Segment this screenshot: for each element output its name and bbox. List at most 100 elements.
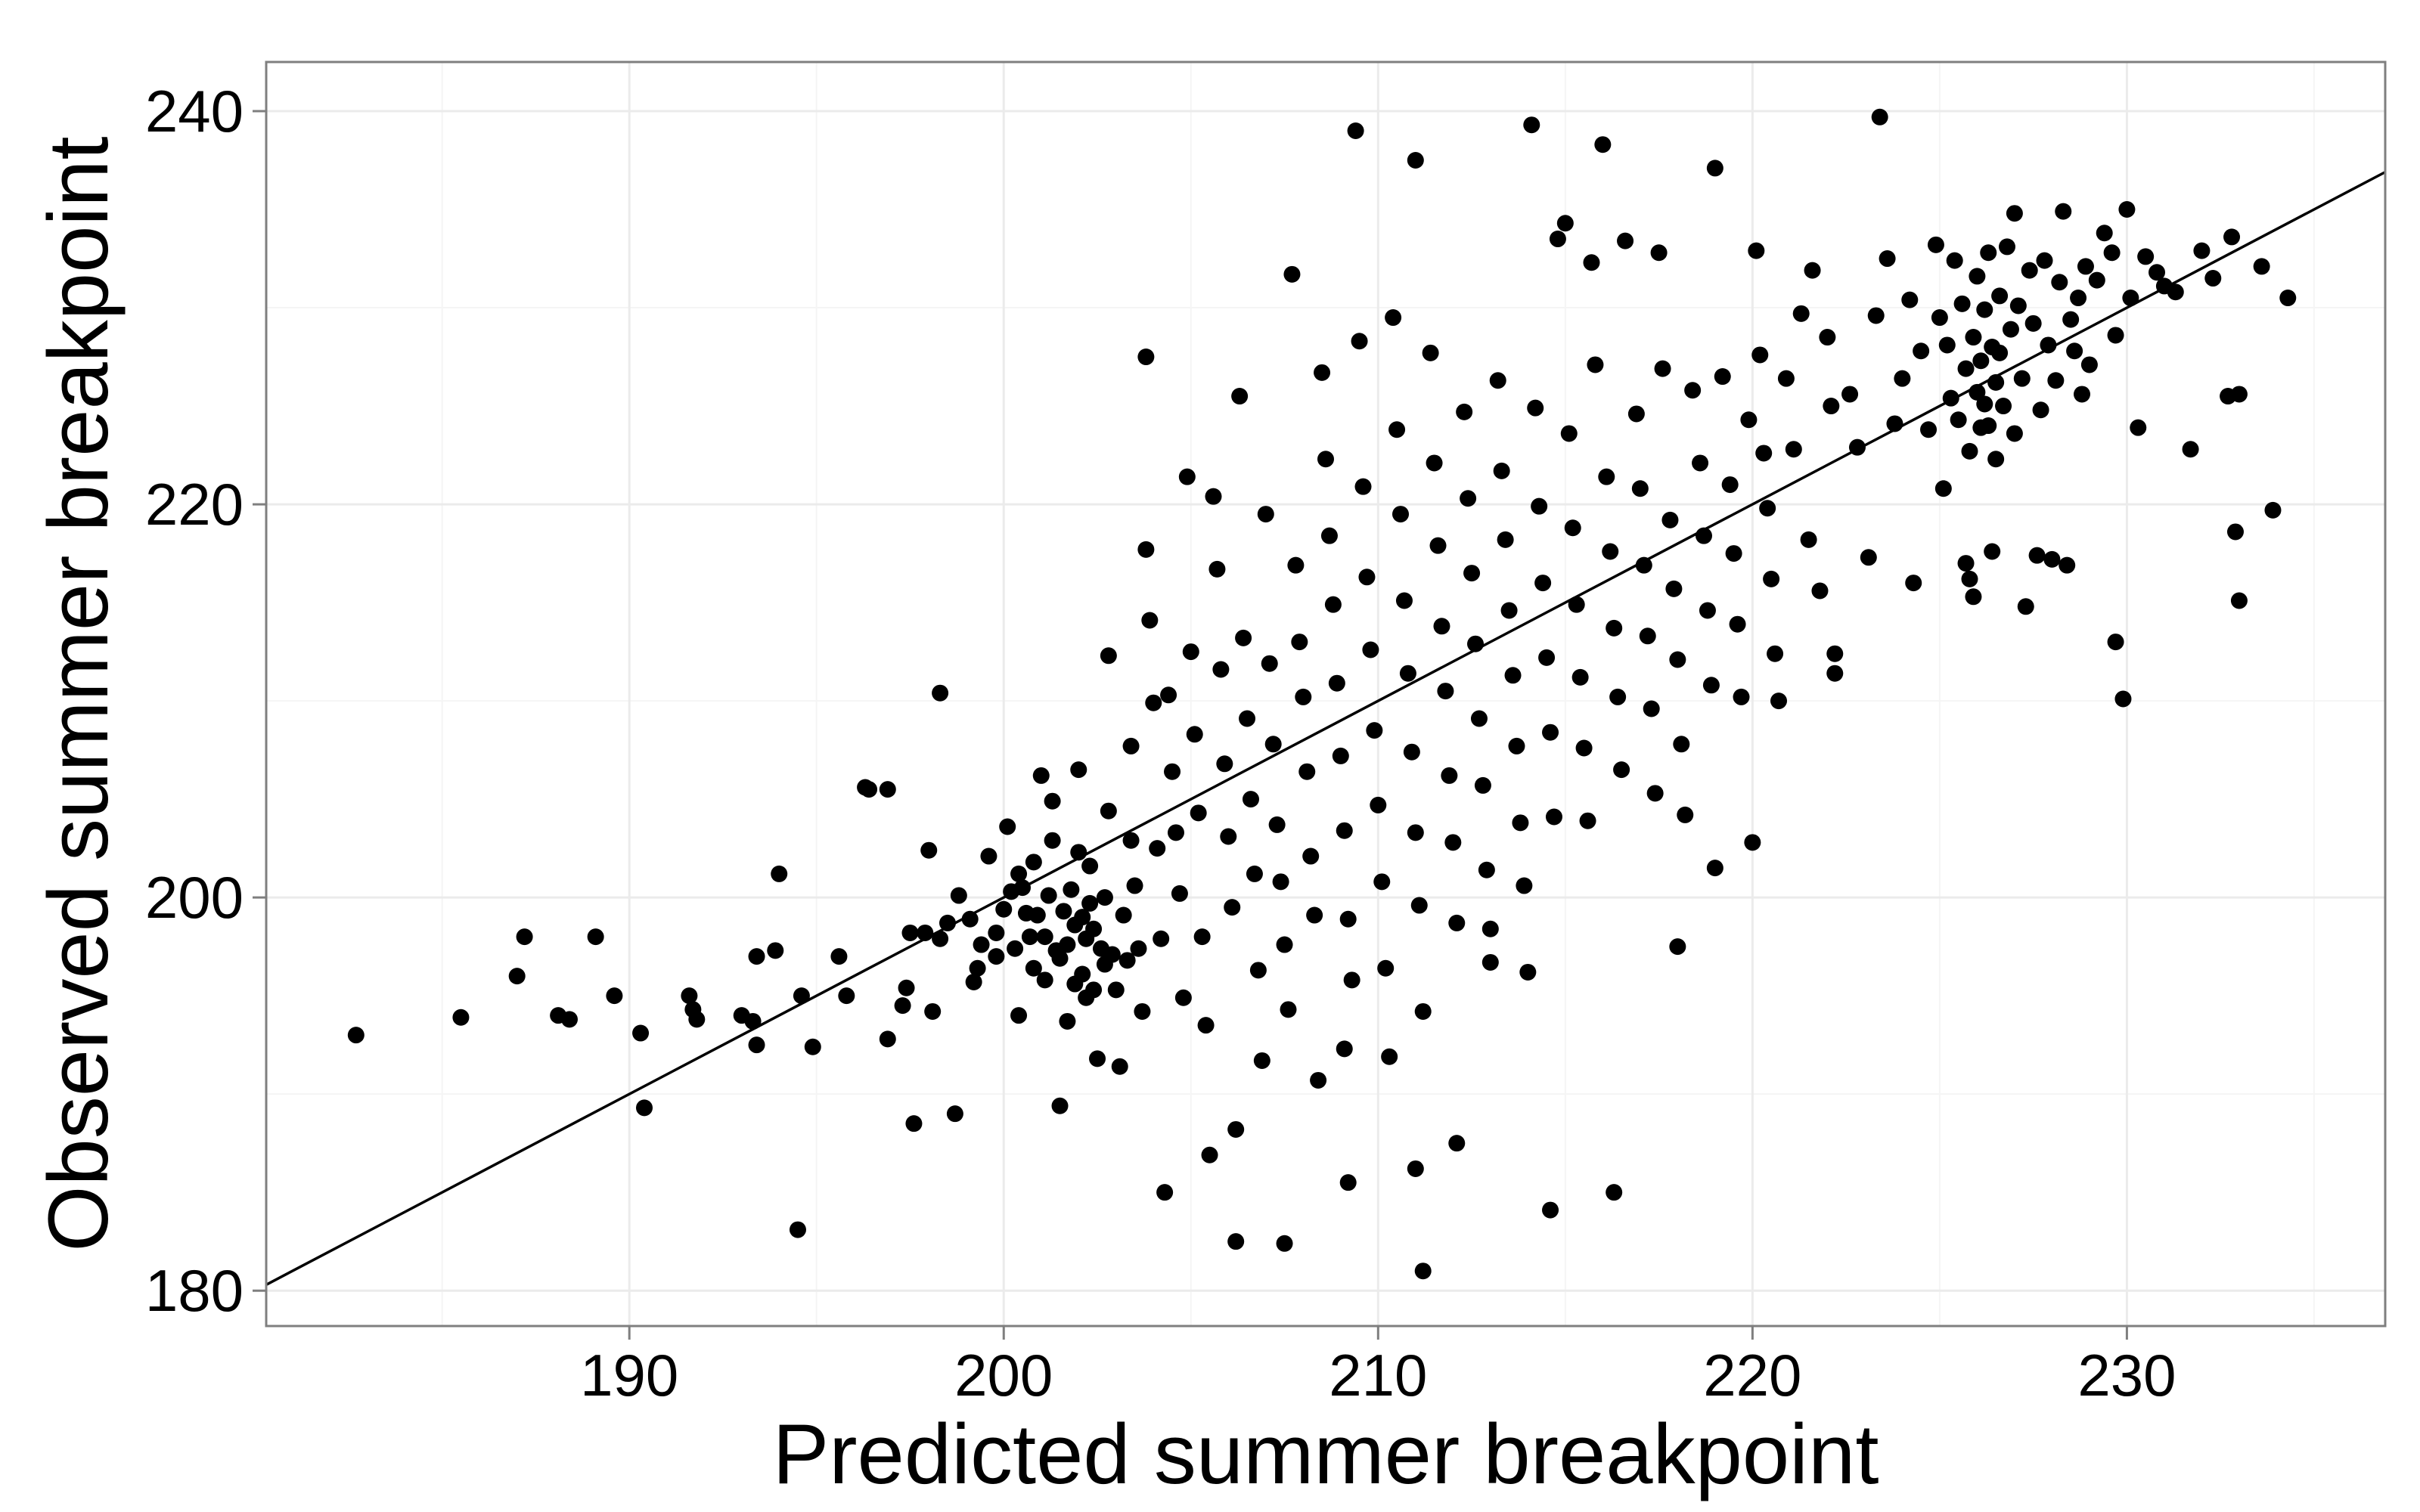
data-point bbox=[1470, 710, 1488, 727]
data-point bbox=[1950, 411, 1967, 429]
data-point bbox=[2193, 242, 2211, 259]
x-tick-label: 190 bbox=[580, 1342, 678, 1408]
data-point bbox=[1141, 612, 1159, 629]
data-point bbox=[1366, 722, 1383, 739]
data-point bbox=[1965, 588, 1982, 606]
data-point bbox=[1081, 857, 1099, 875]
data-point bbox=[1665, 580, 1683, 597]
data-point bbox=[1044, 792, 1061, 810]
data-point bbox=[2226, 523, 2244, 541]
data-point bbox=[946, 1105, 963, 1123]
data-point bbox=[1602, 543, 1619, 560]
data-point bbox=[1362, 641, 1379, 658]
data-point bbox=[1673, 736, 1690, 753]
data-point bbox=[2253, 258, 2270, 275]
data-point bbox=[1407, 152, 1424, 169]
data-point bbox=[1388, 421, 1406, 438]
data-point bbox=[516, 928, 533, 946]
data-point bbox=[1504, 667, 1522, 684]
data-point bbox=[932, 684, 949, 702]
data-point bbox=[1167, 824, 1184, 841]
data-point bbox=[2107, 634, 2124, 651]
data-point bbox=[2047, 372, 2065, 389]
data-point bbox=[1032, 767, 1050, 784]
data-point bbox=[1871, 108, 1888, 125]
data-point bbox=[1399, 665, 1416, 682]
data-point bbox=[1070, 761, 1087, 779]
data-point bbox=[1579, 812, 1596, 829]
data-point bbox=[2088, 271, 2105, 289]
data-point bbox=[1392, 506, 1410, 523]
data-point bbox=[1224, 899, 1241, 916]
y-tick-label: 200 bbox=[145, 864, 244, 931]
data-point bbox=[1639, 627, 1656, 645]
data-point bbox=[1497, 531, 1514, 548]
fit-line bbox=[265, 171, 2386, 1286]
data-point bbox=[1587, 356, 1604, 373]
data-point bbox=[1156, 1184, 1174, 1201]
data-point bbox=[939, 914, 956, 931]
data-point bbox=[898, 979, 915, 996]
data-point bbox=[830, 948, 848, 965]
data-point bbox=[1246, 865, 1263, 882]
data-point bbox=[1178, 468, 1196, 485]
data-point bbox=[1040, 887, 1057, 904]
data-point bbox=[1205, 488, 1222, 505]
data-point bbox=[1800, 531, 1817, 548]
data-point bbox=[1770, 692, 1788, 710]
data-point bbox=[1564, 519, 1581, 537]
data-point bbox=[748, 948, 765, 965]
data-point bbox=[1733, 688, 1750, 705]
data-point bbox=[1460, 490, 1477, 507]
data-point bbox=[1074, 909, 1091, 926]
data-point bbox=[2149, 264, 2166, 281]
data-point bbox=[1998, 238, 2015, 256]
data-point bbox=[1085, 981, 1103, 999]
data-point bbox=[988, 948, 1005, 965]
data-point bbox=[1081, 894, 1099, 912]
data-point bbox=[1370, 796, 1387, 813]
data-point bbox=[1957, 360, 1975, 377]
data-point bbox=[587, 928, 604, 946]
data-point bbox=[1744, 834, 1761, 851]
data-point bbox=[1272, 873, 1289, 891]
data-point bbox=[1107, 981, 1125, 999]
data-point bbox=[1549, 231, 1566, 248]
data-point bbox=[1310, 1071, 1327, 1089]
data-point bbox=[995, 900, 1013, 918]
data-point bbox=[920, 841, 938, 859]
data-point bbox=[1336, 822, 1353, 839]
x-tick-label: 200 bbox=[954, 1342, 1053, 1408]
data-point bbox=[2013, 370, 2031, 387]
data-point bbox=[1972, 352, 1990, 370]
data-point bbox=[1931, 309, 1948, 327]
data-point bbox=[1748, 242, 1765, 259]
data-point bbox=[1044, 832, 1061, 849]
data-point bbox=[1403, 743, 1420, 761]
data-point bbox=[1208, 560, 1226, 578]
data-point bbox=[1542, 723, 1559, 741]
data-point bbox=[1036, 928, 1053, 946]
data-point bbox=[1777, 370, 1795, 387]
data-point bbox=[1699, 602, 1716, 619]
data-point bbox=[347, 1027, 365, 1044]
data-point bbox=[1594, 136, 1612, 153]
fit-line-layer bbox=[265, 171, 2386, 1286]
data-point bbox=[2040, 336, 2057, 354]
data-point bbox=[1463, 565, 1481, 582]
data-point bbox=[1508, 737, 1525, 754]
data-point bbox=[1385, 309, 1402, 327]
data-point bbox=[1122, 737, 1140, 754]
data-point bbox=[1575, 739, 1593, 757]
data-point bbox=[2017, 598, 2034, 615]
data-point bbox=[1819, 329, 1836, 346]
data-point bbox=[1976, 395, 1993, 413]
data-point bbox=[2279, 290, 2297, 307]
data-point bbox=[1969, 383, 1986, 401]
data-point bbox=[2070, 290, 2087, 307]
data-point bbox=[1227, 1120, 1245, 1138]
data-point bbox=[1826, 645, 1844, 662]
data-point bbox=[1568, 596, 1585, 613]
